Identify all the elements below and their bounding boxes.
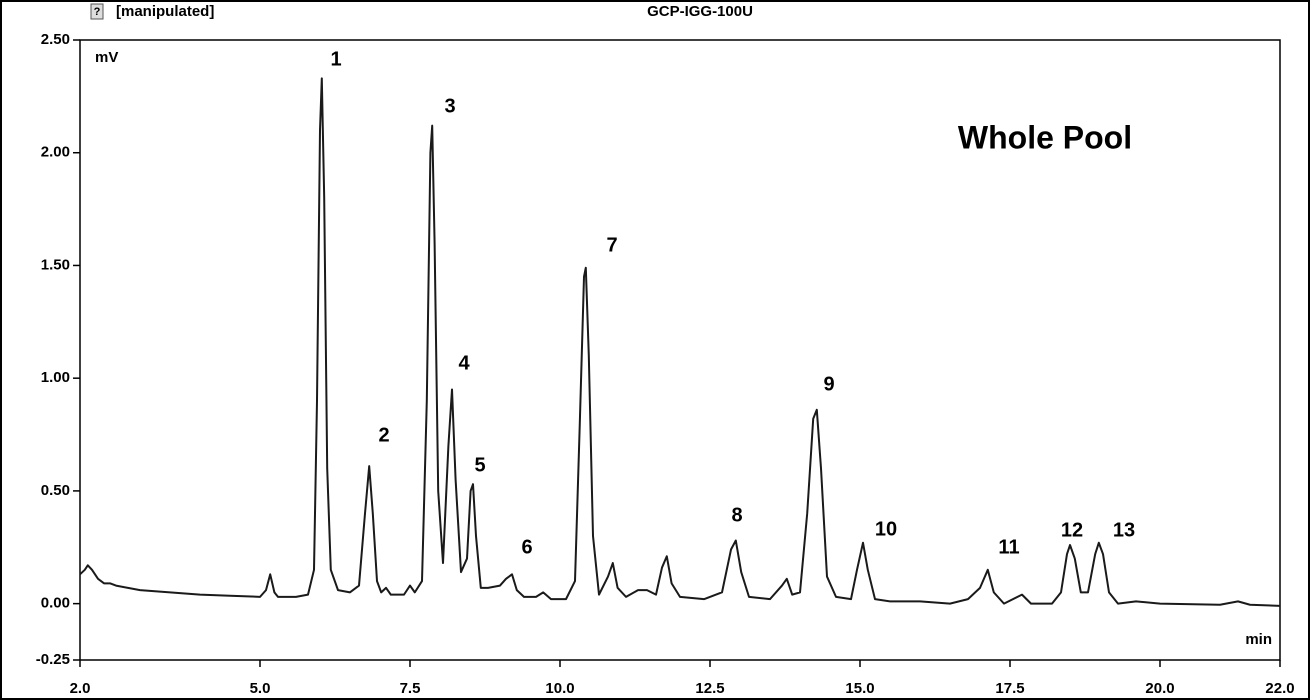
peak-label: 5	[474, 454, 485, 476]
peak-label: 13	[1113, 519, 1135, 541]
y-axis-label: mV	[95, 49, 118, 66]
y-tick-label: 0.00	[41, 595, 70, 612]
x-tick-label: 5.0	[250, 680, 271, 697]
y-tick-label: 2.00	[41, 144, 70, 161]
status-icon-glyph: ?	[94, 6, 101, 18]
peak-label: 4	[458, 352, 470, 374]
x-tick-label: 10.0	[545, 680, 574, 697]
peak-label: 9	[823, 373, 834, 395]
y-tick-label: 2.50	[41, 31, 70, 48]
peak-label: 1	[330, 48, 341, 70]
peak-label: 3	[444, 95, 455, 117]
peak-label: 6	[521, 536, 532, 558]
x-tick-label: 7.5	[400, 680, 421, 697]
x-tick-label: 22.0	[1265, 680, 1294, 697]
y-tick-label: -0.25	[36, 651, 70, 668]
y-tick-label: 0.50	[41, 482, 70, 499]
x-tick-label: 2.0	[70, 680, 91, 697]
x-tick-label: 12.5	[695, 680, 724, 697]
trace	[79, 77, 1281, 607]
x-axis-label: min	[1245, 631, 1272, 648]
peak-label: 11	[998, 536, 1019, 558]
peak-label: 10	[875, 518, 897, 540]
status-icon	[90, 3, 104, 20]
peak-label: 12	[1061, 519, 1083, 541]
status: [manipulated]	[116, 3, 214, 20]
y-tick-label: 1.50	[41, 256, 70, 273]
peak-label: 8	[731, 504, 742, 526]
peak-label: 7	[606, 234, 617, 256]
x-tick-label: 15.0	[845, 680, 874, 697]
x-tick-label: 17.5	[995, 680, 1024, 697]
plot-frame	[79, 39, 1281, 661]
peak-label: 2	[378, 424, 389, 446]
y-tick-label: 1.00	[41, 369, 70, 386]
chart-title: GCP-IGG-100U	[647, 3, 753, 20]
annotation: Whole Pool	[958, 119, 1132, 155]
x-tick-label: 20.0	[1145, 680, 1174, 697]
